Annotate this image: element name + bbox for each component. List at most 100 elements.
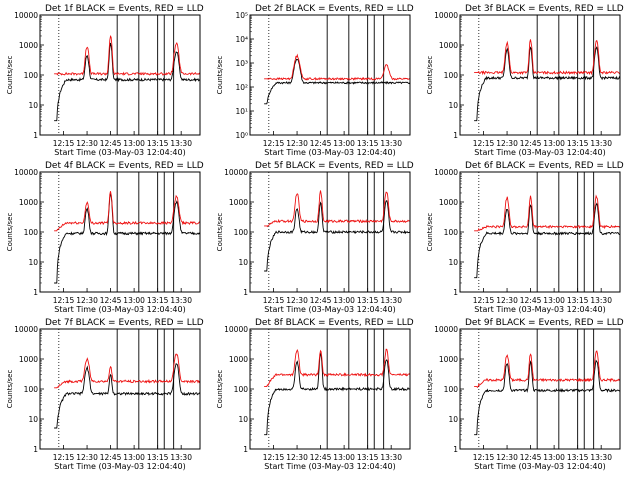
- x-tick-label: 12:45: [520, 296, 542, 305]
- x-tick-label: 13:30: [380, 296, 402, 305]
- series-line-lld: [474, 350, 621, 388]
- y-tick-label: 1: [33, 445, 38, 454]
- y-tick-label: 100: [444, 71, 459, 80]
- x-tick-label: 13:00: [123, 453, 145, 462]
- x-tick-label: 12:30: [286, 296, 308, 305]
- series-line-lld: [264, 348, 411, 388]
- panel-det-5: Det 5f BLACK = Events, RED = LLD 1 10 100 10…: [216, 161, 414, 314]
- plot-frame: [459, 328, 621, 450]
- x-tick-label: 13:00: [543, 453, 565, 462]
- x-tick-label: 13:15: [567, 296, 589, 305]
- panel-det-9: Det 9f BLACK = Events, RED = LLD 1 10 100 10…: [426, 318, 624, 471]
- x-tick-label: 13:00: [333, 453, 355, 462]
- panel-title: Det 4f BLACK = Events, RED = LLD: [45, 161, 204, 171]
- x-tick-label: 12:45: [310, 296, 332, 305]
- series-line-events: [474, 46, 621, 122]
- plot-frame: [249, 14, 411, 136]
- y-tick-label: 10000: [14, 11, 38, 20]
- x-tick-label: 13:15: [147, 453, 169, 462]
- x-axis-label: Start Time (03-May-03 12:04:40): [474, 305, 605, 314]
- panel-title: Det 7f BLACK = Events, RED = LLD: [45, 318, 204, 328]
- y-tick-label: 10⁵: [235, 11, 248, 20]
- x-tick-label: 13:15: [147, 296, 169, 305]
- x-tick-label: 13:30: [170, 296, 192, 305]
- y-tick-label: 100: [234, 228, 249, 237]
- y-tick-label: 1000: [19, 355, 38, 364]
- y-tick-label: 100: [234, 385, 249, 394]
- x-tick-label: 12:15: [53, 453, 75, 462]
- y-tick-label: 10: [28, 258, 38, 267]
- y-tick-label: 1000: [439, 41, 458, 50]
- plot-frame: [39, 171, 201, 293]
- x-tick-label: 12:30: [286, 139, 308, 148]
- x-tick-label: 12:30: [76, 139, 98, 148]
- x-tick-label: 12:45: [100, 296, 122, 305]
- y-tick-label: 10000: [434, 325, 458, 334]
- y-axis-label: Counts/sec: [216, 213, 224, 252]
- x-axis-label: Start Time (03-May-03 12:04:40): [54, 305, 185, 314]
- y-tick-label: 10000: [224, 325, 248, 334]
- series-line-lld: [264, 190, 411, 228]
- x-tick-label: 12:45: [310, 139, 332, 148]
- y-axis-label: Counts/sec: [426, 56, 434, 95]
- panel-title: Det 5f BLACK = Events, RED = LLD: [255, 161, 414, 171]
- panel-det-2: Det 2f BLACK = Events, RED = LLD 10⁰ 10¹ 10…: [216, 4, 414, 157]
- plot-frame: [39, 14, 201, 136]
- x-tick-label: 13:15: [147, 139, 169, 148]
- y-tick-label: 1: [243, 445, 248, 454]
- y-tick-label: 10: [238, 415, 248, 424]
- plot-frame: [459, 14, 621, 136]
- panel-title: Det 3f BLACK = Events, RED = LLD: [465, 4, 624, 14]
- y-tick-label: 100: [24, 228, 39, 237]
- x-tick-label: 12:45: [100, 139, 122, 148]
- series-line-lld: [474, 39, 621, 76]
- x-tick-label: 12:15: [473, 139, 495, 148]
- x-tick-label: 12:15: [473, 453, 495, 462]
- y-tick-label: 10000: [224, 168, 248, 177]
- series-line-lld: [264, 53, 411, 81]
- panel-det-8: Det 8f BLACK = Events, RED = LLD 1 10 100 10…: [216, 318, 414, 471]
- y-tick-label: 100: [24, 71, 39, 80]
- x-tick-label: 12:30: [76, 453, 98, 462]
- y-tick-label: 10: [448, 415, 458, 424]
- x-axis-label: Start Time (03-May-03 12:04:40): [264, 462, 395, 471]
- panel-det-6: Det 6f BLACK = Events, RED = LLD 1 10 100 10…: [426, 161, 624, 314]
- y-tick-label: 1: [453, 445, 458, 454]
- y-tick-label: 1000: [229, 198, 248, 207]
- x-tick-label: 12:30: [286, 453, 308, 462]
- series-line-lld: [54, 353, 201, 389]
- series-line-lld: [54, 191, 200, 232]
- y-tick-label: 10000: [434, 11, 458, 20]
- x-tick-label: 13:00: [123, 139, 145, 148]
- x-tick-label: 13:30: [170, 139, 192, 148]
- x-tick-label: 13:15: [567, 453, 589, 462]
- x-tick-label: 12:45: [520, 453, 542, 462]
- x-tick-label: 13:15: [357, 296, 379, 305]
- y-tick-label: 10³: [235, 59, 248, 68]
- y-tick-label: 1: [33, 131, 38, 140]
- series-line-events: [474, 202, 621, 279]
- x-axis-label: Start Time (03-May-03 12:04:40): [264, 305, 395, 314]
- y-axis-label: Counts/sec: [216, 370, 224, 409]
- x-tick-label: 12:45: [310, 453, 332, 462]
- y-tick-label: 10: [448, 258, 458, 267]
- x-tick-label: 12:30: [496, 453, 518, 462]
- y-tick-label: 10: [28, 101, 38, 110]
- plot-frame: [459, 171, 621, 293]
- plot-frame: [249, 171, 411, 293]
- plot-frame: [249, 328, 411, 450]
- panel-title: Det 9f BLACK = Events, RED = LLD: [465, 318, 624, 328]
- x-tick-label: 12:15: [53, 296, 75, 305]
- x-tick-label: 13:00: [543, 296, 565, 305]
- x-tick-label: 13:30: [380, 453, 402, 462]
- y-tick-label: 1000: [19, 41, 38, 50]
- x-tick-label: 12:15: [263, 139, 285, 148]
- y-tick-label: 1: [33, 288, 38, 297]
- y-tick-label: 10¹: [235, 107, 248, 116]
- y-tick-label: 10000: [434, 168, 458, 177]
- y-tick-label: 10000: [14, 168, 38, 177]
- series-line-events: [54, 42, 201, 122]
- y-tick-label: 100: [444, 385, 459, 394]
- x-tick-label: 12:30: [496, 139, 518, 148]
